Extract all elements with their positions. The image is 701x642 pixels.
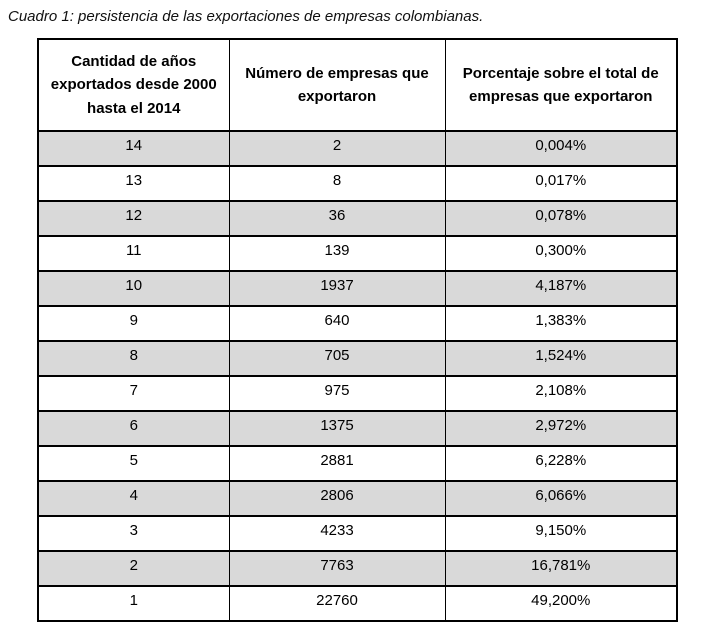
cell-firm-count: 640: [228, 305, 446, 342]
cell-percentage: 0,300%: [444, 235, 678, 272]
cell-years-exported: 14: [37, 130, 230, 167]
cell-years-exported: 12: [37, 200, 230, 237]
cell-percentage: 0,017%: [444, 165, 678, 202]
table-row: 14 2 0,004%: [37, 130, 678, 167]
cell-years-exported: 5: [37, 445, 230, 482]
cell-years-exported: 10: [37, 270, 230, 307]
cell-years-exported: 11: [37, 235, 230, 272]
table-row: 3 4233 9,150%: [37, 515, 678, 552]
cell-firm-count: 4233: [228, 515, 446, 552]
cell-years-exported: 2: [37, 550, 230, 587]
cell-firm-count: 36: [228, 200, 446, 237]
table-row: 12 36 0,078%: [37, 200, 678, 237]
cell-firm-count: 2: [228, 130, 446, 167]
table-row: 6 1375 2,972%: [37, 410, 678, 447]
header-years-exported: Cantidad de años exportados desde 2000 h…: [37, 39, 230, 132]
cell-percentage: 1,524%: [444, 340, 678, 377]
table-row: 8 705 1,524%: [37, 340, 678, 377]
cell-percentage: 2,108%: [444, 375, 678, 412]
cell-percentage: 49,200%: [444, 585, 678, 622]
cell-firm-count: 22760: [228, 585, 446, 622]
cell-percentage: 1,383%: [444, 305, 678, 342]
table-row: 4 2806 6,066%: [37, 480, 678, 517]
cell-years-exported: 8: [37, 340, 230, 377]
table-row: 9 640 1,383%: [37, 305, 678, 342]
header-row: Cantidad de años exportados desde 2000 h…: [37, 39, 678, 132]
cell-firm-count: 705: [228, 340, 446, 377]
cell-percentage: 6,228%: [444, 445, 678, 482]
persistence-table: Cantidad de años exportados desde 2000 h…: [37, 38, 678, 622]
cell-firm-count: 1937: [228, 270, 446, 307]
cell-percentage: 4,187%: [444, 270, 678, 307]
cell-firm-count: 975: [228, 375, 446, 412]
cell-years-exported: 9: [37, 305, 230, 342]
cell-years-exported: 6: [37, 410, 230, 447]
table-row: 2 7763 16,781%: [37, 550, 678, 587]
cell-years-exported: 1: [37, 585, 230, 622]
table-row: 5 2881 6,228%: [37, 445, 678, 482]
cell-firm-count: 8: [228, 165, 446, 202]
cell-firm-count: 2881: [228, 445, 446, 482]
cell-percentage: 16,781%: [444, 550, 678, 587]
cell-percentage: 2,972%: [444, 410, 678, 447]
cell-years-exported: 13: [37, 165, 230, 202]
cell-percentage: 0,078%: [444, 200, 678, 237]
table-row: 11 139 0,300%: [37, 235, 678, 272]
cell-percentage: 9,150%: [444, 515, 678, 552]
header-firm-count: Número de empresas que exportaron: [228, 39, 446, 132]
table-caption: Cuadro 1: persistencia de las exportacio…: [8, 8, 484, 25]
cell-years-exported: 4: [37, 480, 230, 517]
cell-firm-count: 1375: [228, 410, 446, 447]
cell-percentage: 6,066%: [444, 480, 678, 517]
cell-firm-count: 2806: [228, 480, 446, 517]
cell-years-exported: 7: [37, 375, 230, 412]
table-row: 10 1937 4,187%: [37, 270, 678, 307]
table-row: 1 22760 49,200%: [37, 585, 678, 622]
cell-firm-count: 139: [228, 235, 446, 272]
cell-percentage: 0,004%: [444, 130, 678, 167]
cell-firm-count: 7763: [228, 550, 446, 587]
table-row: 7 975 2,108%: [37, 375, 678, 412]
header-percentage: Porcentaje sobre el total de empresas qu…: [444, 39, 678, 132]
table-row: 13 8 0,017%: [37, 165, 678, 202]
cell-years-exported: 3: [37, 515, 230, 552]
table-body: 14 2 0,004% 13 8 0,017% 12 36 0,078% 11 139 0,300% 1…: [37, 130, 678, 622]
